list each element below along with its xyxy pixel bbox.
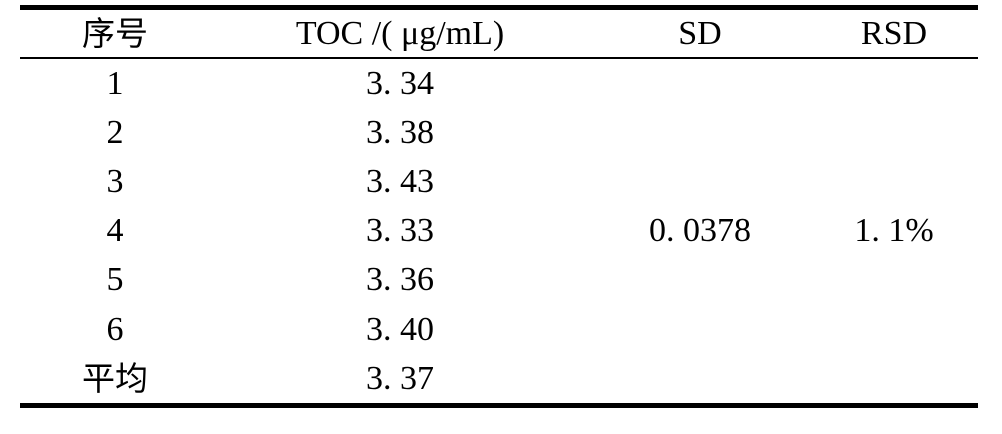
table-row: 1 3. 34: [20, 59, 978, 108]
cell-no: 4: [106, 212, 124, 250]
header-cell-toc: TOC /( μg/mL): [295, 14, 505, 52]
cell-toc: 3. 37: [366, 359, 434, 397]
toc-precision-table: 序号 TOC /( μg/mL) SD RSD 1 3. 34 2 3. 38 …: [20, 5, 978, 409]
header-cell-sd: SD: [678, 14, 722, 52]
cell-no: 5: [106, 261, 124, 299]
cell-sd: 0. 0378: [649, 212, 751, 250]
table-row: 4 3. 33 0. 0378 1. 1%: [20, 207, 978, 256]
table-row-average: 平均 3. 37: [20, 354, 978, 403]
cell-toc: 3. 38: [366, 113, 434, 151]
cell-no: 2: [106, 113, 124, 151]
cell-toc: 3. 33: [366, 212, 434, 250]
cell-no: 6: [106, 310, 124, 348]
header-cell-rsd: RSD: [860, 14, 928, 52]
table-row: 6 3. 40: [20, 305, 978, 354]
table-row: 3 3. 43: [20, 157, 978, 206]
cell-toc: 3. 40: [366, 310, 434, 348]
table-row: 5 3. 36: [20, 256, 978, 305]
table-row: 2 3. 38: [20, 108, 978, 157]
cell-toc: 3. 36: [366, 261, 434, 299]
cell-no: 3: [106, 162, 124, 200]
header-cell-no: 序号: [82, 15, 148, 52]
cell-toc: 3. 43: [366, 162, 434, 200]
cell-no: 平均: [82, 360, 148, 398]
table-header-row: 序号 TOC /( μg/mL) SD RSD: [20, 10, 978, 59]
cell-rsd: 1. 1%: [854, 212, 934, 250]
cell-toc: 3. 34: [366, 64, 434, 102]
cell-no: 1: [106, 64, 124, 102]
